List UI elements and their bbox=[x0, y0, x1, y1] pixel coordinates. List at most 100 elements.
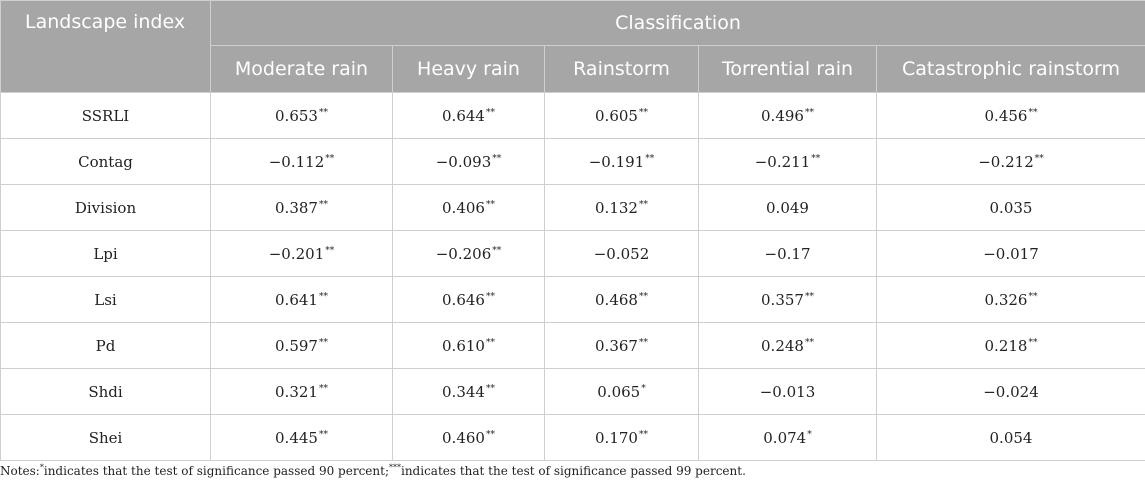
table-cell: 0.035 bbox=[876, 184, 1145, 231]
table-cell: 0.644** bbox=[392, 92, 545, 139]
cell-value: 0.344 bbox=[442, 382, 485, 401]
significance-mark: ** bbox=[804, 107, 814, 118]
table-cell: 0.641** bbox=[210, 276, 393, 323]
notes-prefix: Notes: bbox=[0, 464, 40, 478]
significance-mark: ** bbox=[1028, 337, 1038, 348]
cell-value: −0.013 bbox=[759, 382, 816, 401]
significance-mark: ** bbox=[645, 153, 655, 164]
cell-value: −0.024 bbox=[983, 382, 1039, 401]
significance-mark: ** bbox=[325, 245, 335, 256]
significance-mark: ** bbox=[804, 291, 814, 302]
significance-mark: ** bbox=[318, 291, 328, 302]
cell-value: 0.326 bbox=[984, 290, 1028, 309]
cell-value: 0.218 bbox=[984, 336, 1028, 355]
table-row: Shdi 0.321** 0.344** 0.065* −0.013 −0.024 bbox=[0, 368, 1145, 415]
landscape-index-header: Landscape index bbox=[0, 0, 211, 93]
cell-value: 0.406 bbox=[442, 198, 485, 217]
table-cell: 0.646** bbox=[392, 276, 545, 323]
table-cell: 0.445** bbox=[210, 414, 393, 461]
cell-value: −0.093 bbox=[435, 152, 492, 171]
cell-value: −0.201 bbox=[268, 244, 325, 263]
cell-value: 0.321 bbox=[275, 382, 318, 401]
cell-value: 0.357 bbox=[761, 290, 804, 309]
table-cell: 0.597** bbox=[210, 322, 393, 369]
table-cell: −0.013 bbox=[698, 368, 877, 415]
cell-value: −0.211 bbox=[754, 152, 811, 171]
table-cell: 0.387** bbox=[210, 184, 393, 231]
cell-value: 0.035 bbox=[989, 198, 1033, 217]
table-cell: −0.017 bbox=[876, 230, 1145, 277]
table-cell: 0.132** bbox=[544, 184, 699, 231]
significance-mark: ** bbox=[485, 291, 495, 302]
table-cell: 0.357** bbox=[698, 276, 877, 323]
row-label: Pd bbox=[0, 322, 211, 369]
significance-mark: ** bbox=[638, 291, 648, 302]
significance-mark: ** bbox=[1028, 291, 1038, 302]
significance-mark: ** bbox=[492, 245, 502, 256]
notes-text-99: indicates that the test of significance … bbox=[400, 464, 746, 478]
cell-value: 0.248 bbox=[761, 336, 804, 355]
table-cell: 0.321** bbox=[210, 368, 393, 415]
significance-mark: ** bbox=[638, 337, 648, 348]
significance-mark: ** bbox=[811, 153, 821, 164]
table-row: Pd 0.597** 0.610** 0.367** 0.248** 0.218** bbox=[0, 322, 1145, 369]
significance-mark: ** bbox=[804, 337, 814, 348]
cell-value: 0.367 bbox=[595, 336, 638, 355]
cell-value: 0.496 bbox=[761, 106, 804, 125]
significance-mark: ** bbox=[1034, 153, 1044, 164]
table-cell: 0.065* bbox=[544, 368, 699, 415]
cell-value: −0.017 bbox=[983, 244, 1039, 263]
table-cell: 0.406** bbox=[392, 184, 545, 231]
cell-value: 0.605 bbox=[595, 106, 638, 125]
table-cell: 0.248** bbox=[698, 322, 877, 369]
notes-mark-single: * bbox=[39, 463, 44, 472]
significance-mark: ** bbox=[325, 153, 335, 164]
cell-value: 0.049 bbox=[766, 198, 809, 217]
table-cell: 0.468** bbox=[544, 276, 699, 323]
column-header-catastrophic-rainstorm: Catastrophic rainstorm bbox=[876, 45, 1145, 93]
table-cell: −0.052 bbox=[544, 230, 699, 277]
significance-mark: ** bbox=[318, 199, 328, 210]
cell-value: 0.646 bbox=[442, 290, 485, 309]
table-cell: 0.074* bbox=[698, 414, 877, 461]
column-header-heavy-rain: Heavy rain bbox=[392, 45, 545, 93]
cell-value: −0.206 bbox=[435, 244, 492, 263]
table-cell: 0.605** bbox=[544, 92, 699, 139]
table-row: Division 0.387** 0.406** 0.132** 0.049 0.035 bbox=[0, 184, 1145, 231]
table-cell: 0.054 bbox=[876, 414, 1145, 461]
table-cell: 0.460** bbox=[392, 414, 545, 461]
cell-value: 0.653 bbox=[275, 106, 318, 125]
column-header-moderate-rain: Moderate rain bbox=[210, 45, 393, 93]
cell-value: 0.387 bbox=[275, 198, 318, 217]
table-cell: −0.093** bbox=[392, 138, 545, 185]
table-body: SSRLI 0.653** 0.644** 0.605** 0.496** 0.456**… bbox=[0, 92, 1145, 461]
cell-value: 0.132 bbox=[595, 198, 638, 217]
cell-value: 0.597 bbox=[275, 336, 318, 355]
table-cell: −0.112** bbox=[210, 138, 393, 185]
row-label: Contag bbox=[0, 138, 211, 185]
significance-mark: ** bbox=[638, 199, 648, 210]
table-cell: −0.17 bbox=[698, 230, 877, 277]
significance-mark: ** bbox=[318, 337, 328, 348]
significance-mark: ** bbox=[318, 383, 328, 394]
row-label: Division bbox=[0, 184, 211, 231]
notes-mark-triple: *** bbox=[388, 463, 401, 472]
column-header-rainstorm: Rainstorm bbox=[544, 45, 699, 93]
cell-value: 0.460 bbox=[442, 428, 485, 447]
table-header: Landscape index Classification Moderate … bbox=[0, 0, 1145, 93]
table-cell: 0.170** bbox=[544, 414, 699, 461]
significance-mark: ** bbox=[638, 429, 648, 440]
correlation-table: Landscape index Classification Moderate … bbox=[0, 0, 1145, 461]
significance-mark: ** bbox=[638, 107, 648, 118]
significance-mark: ** bbox=[318, 429, 328, 440]
significance-mark: ** bbox=[1028, 107, 1038, 118]
cell-value: −0.052 bbox=[593, 244, 650, 263]
row-label: Shei bbox=[0, 414, 211, 461]
significance-mark: ** bbox=[485, 429, 495, 440]
table-cell: 0.049 bbox=[698, 184, 877, 231]
cell-value: 0.065 bbox=[597, 382, 641, 401]
cell-value: −0.112 bbox=[268, 152, 325, 171]
table-row: Lsi 0.641** 0.646** 0.468** 0.357** 0.326** bbox=[0, 276, 1145, 323]
table-cell: −0.191** bbox=[544, 138, 699, 185]
table-cell: 0.326** bbox=[876, 276, 1145, 323]
